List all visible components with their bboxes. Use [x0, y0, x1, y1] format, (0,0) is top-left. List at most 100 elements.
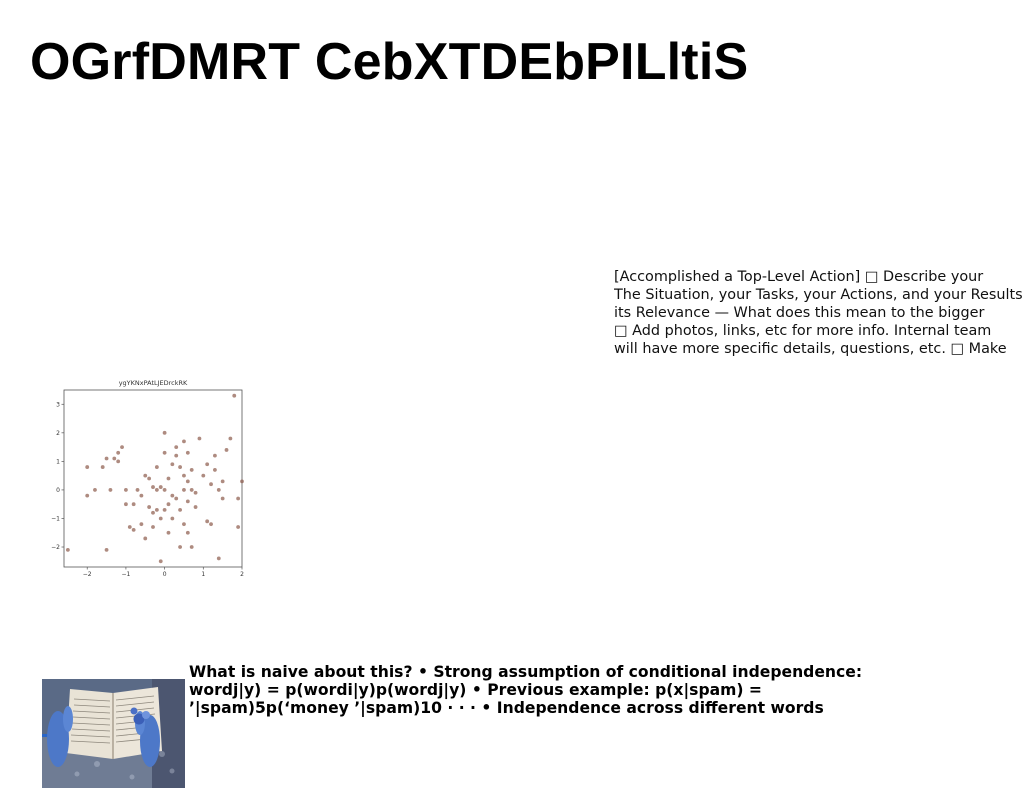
scatter-point	[170, 516, 175, 521]
scatter-point	[166, 476, 171, 481]
naive-line: What is naive about this? • Strong assum…	[189, 663, 863, 681]
y-tick-label: 2	[56, 430, 60, 437]
scatter-point	[131, 502, 136, 507]
scatter-point	[154, 465, 159, 469]
scatter-point	[166, 530, 171, 535]
scatter-point	[216, 556, 221, 561]
scatter-point	[232, 393, 237, 398]
scatter-point	[193, 490, 198, 495]
scatter-point	[178, 545, 182, 549]
scatter-point	[189, 545, 194, 549]
scatter-point	[85, 465, 90, 469]
scatter-point	[205, 519, 210, 524]
x-tick-label: −2	[83, 571, 92, 578]
y-tick-label: 0	[56, 487, 60, 494]
scatter-point	[104, 547, 109, 552]
scatter-point	[151, 510, 155, 515]
scatter-point	[120, 445, 124, 449]
scatter-point	[124, 488, 128, 492]
scatter-point	[147, 505, 152, 509]
scatter-point	[104, 456, 109, 461]
scatter-point	[127, 525, 132, 529]
scatter-point	[182, 488, 186, 492]
scatter-point	[189, 468, 194, 472]
scatter-point	[139, 493, 144, 498]
page-title: OGrfDMRT CebXTDEbPILltiS	[30, 33, 749, 91]
notes-line: The Situation, your Tasks, your Actions,…	[614, 287, 1024, 303]
scatter-point	[158, 485, 163, 489]
scatter-point	[240, 479, 244, 484]
scatter-point	[65, 547, 70, 552]
scatter-point	[178, 465, 182, 469]
scatter-point	[185, 450, 190, 455]
scatter-point	[174, 496, 179, 501]
scatter-point	[151, 525, 155, 529]
scatter-point	[158, 559, 163, 564]
x-tick-label: 2	[240, 571, 244, 578]
scatter-point	[209, 522, 213, 527]
naive-line: ’|spam)5p(‘money ’|spam)10 · · · • Indep…	[189, 699, 824, 717]
scatter-point	[162, 450, 167, 455]
notes-text-block: [Accomplished a Top-Level Action] □ Desc…	[614, 268, 1024, 358]
scatter-point	[170, 493, 175, 498]
scatter-point	[185, 499, 190, 504]
scatter-point	[224, 448, 229, 452]
notes-line: will have more specific details, questio…	[614, 341, 1007, 357]
scatter-point	[143, 536, 148, 541]
notes-line: [Accomplished a Top-Level Action] □ Desc…	[614, 269, 984, 285]
scatter-point	[216, 488, 221, 492]
y-tick-label: −2	[51, 544, 60, 551]
scatter-point	[174, 453, 179, 458]
scatter-point	[154, 488, 159, 492]
scatter-point	[228, 436, 233, 441]
y-tick-label: 1	[56, 458, 60, 465]
notes-line: its Relevance — What does this mean to t…	[614, 305, 985, 321]
naive-bayes-text-block: What is naive about this? • Strong assum…	[189, 663, 1024, 717]
scatter-point	[85, 493, 90, 498]
scatter-chart: ygYKNxPAtLJEDrckRK −2 −1 0 1 2 −2 −1 0 1 2 3	[51, 379, 244, 578]
scatter-point	[112, 456, 117, 461]
scatter-point	[174, 445, 179, 449]
scatter-point	[220, 496, 225, 501]
plot-frame	[63, 389, 243, 568]
scatter-point	[116, 459, 121, 464]
scatter-point	[178, 508, 182, 512]
scatter-point	[182, 439, 186, 444]
scatter-point	[143, 473, 148, 478]
scatter-point	[182, 473, 186, 478]
scatter-point	[189, 488, 194, 492]
bible-photo	[42, 679, 185, 788]
scatter-point	[170, 462, 175, 467]
scatter-point	[162, 508, 167, 512]
scatter-point	[185, 479, 190, 484]
scatter-point	[158, 516, 163, 521]
scatter-point	[162, 488, 167, 492]
scatter-point	[139, 522, 144, 527]
scatter-point	[193, 505, 198, 509]
x-tick-label: 0	[163, 571, 167, 578]
x-tick-label: −1	[121, 571, 130, 578]
y-tick-label: −1	[51, 515, 60, 522]
scatter-point	[166, 502, 171, 507]
notes-line: □ Add photos, links, etc for more info. …	[614, 323, 992, 339]
scatter-point	[131, 527, 136, 532]
scatter-points	[65, 393, 244, 564]
scatter-point	[182, 522, 186, 527]
scatter-point	[213, 453, 217, 458]
scatter-point	[154, 508, 159, 512]
scatter-point	[205, 462, 210, 467]
x-axis: −2 −1 0 1 2	[83, 567, 244, 578]
scatter-point	[108, 488, 113, 492]
scatter-point	[209, 482, 213, 487]
scatter-point	[135, 488, 140, 492]
scatter-point	[236, 496, 241, 501]
scatter-point	[213, 468, 217, 472]
scatter-point	[93, 488, 97, 492]
scatter-point	[100, 465, 105, 469]
y-tick-label: 3	[56, 401, 60, 408]
scatter-point	[162, 430, 167, 435]
scatter-point	[147, 476, 152, 481]
naive-line: wordj|y) = p(wordi|y)p(wordj|y) • Previo…	[189, 681, 763, 699]
scatter-point	[116, 450, 121, 455]
scatter-point	[197, 436, 202, 441]
